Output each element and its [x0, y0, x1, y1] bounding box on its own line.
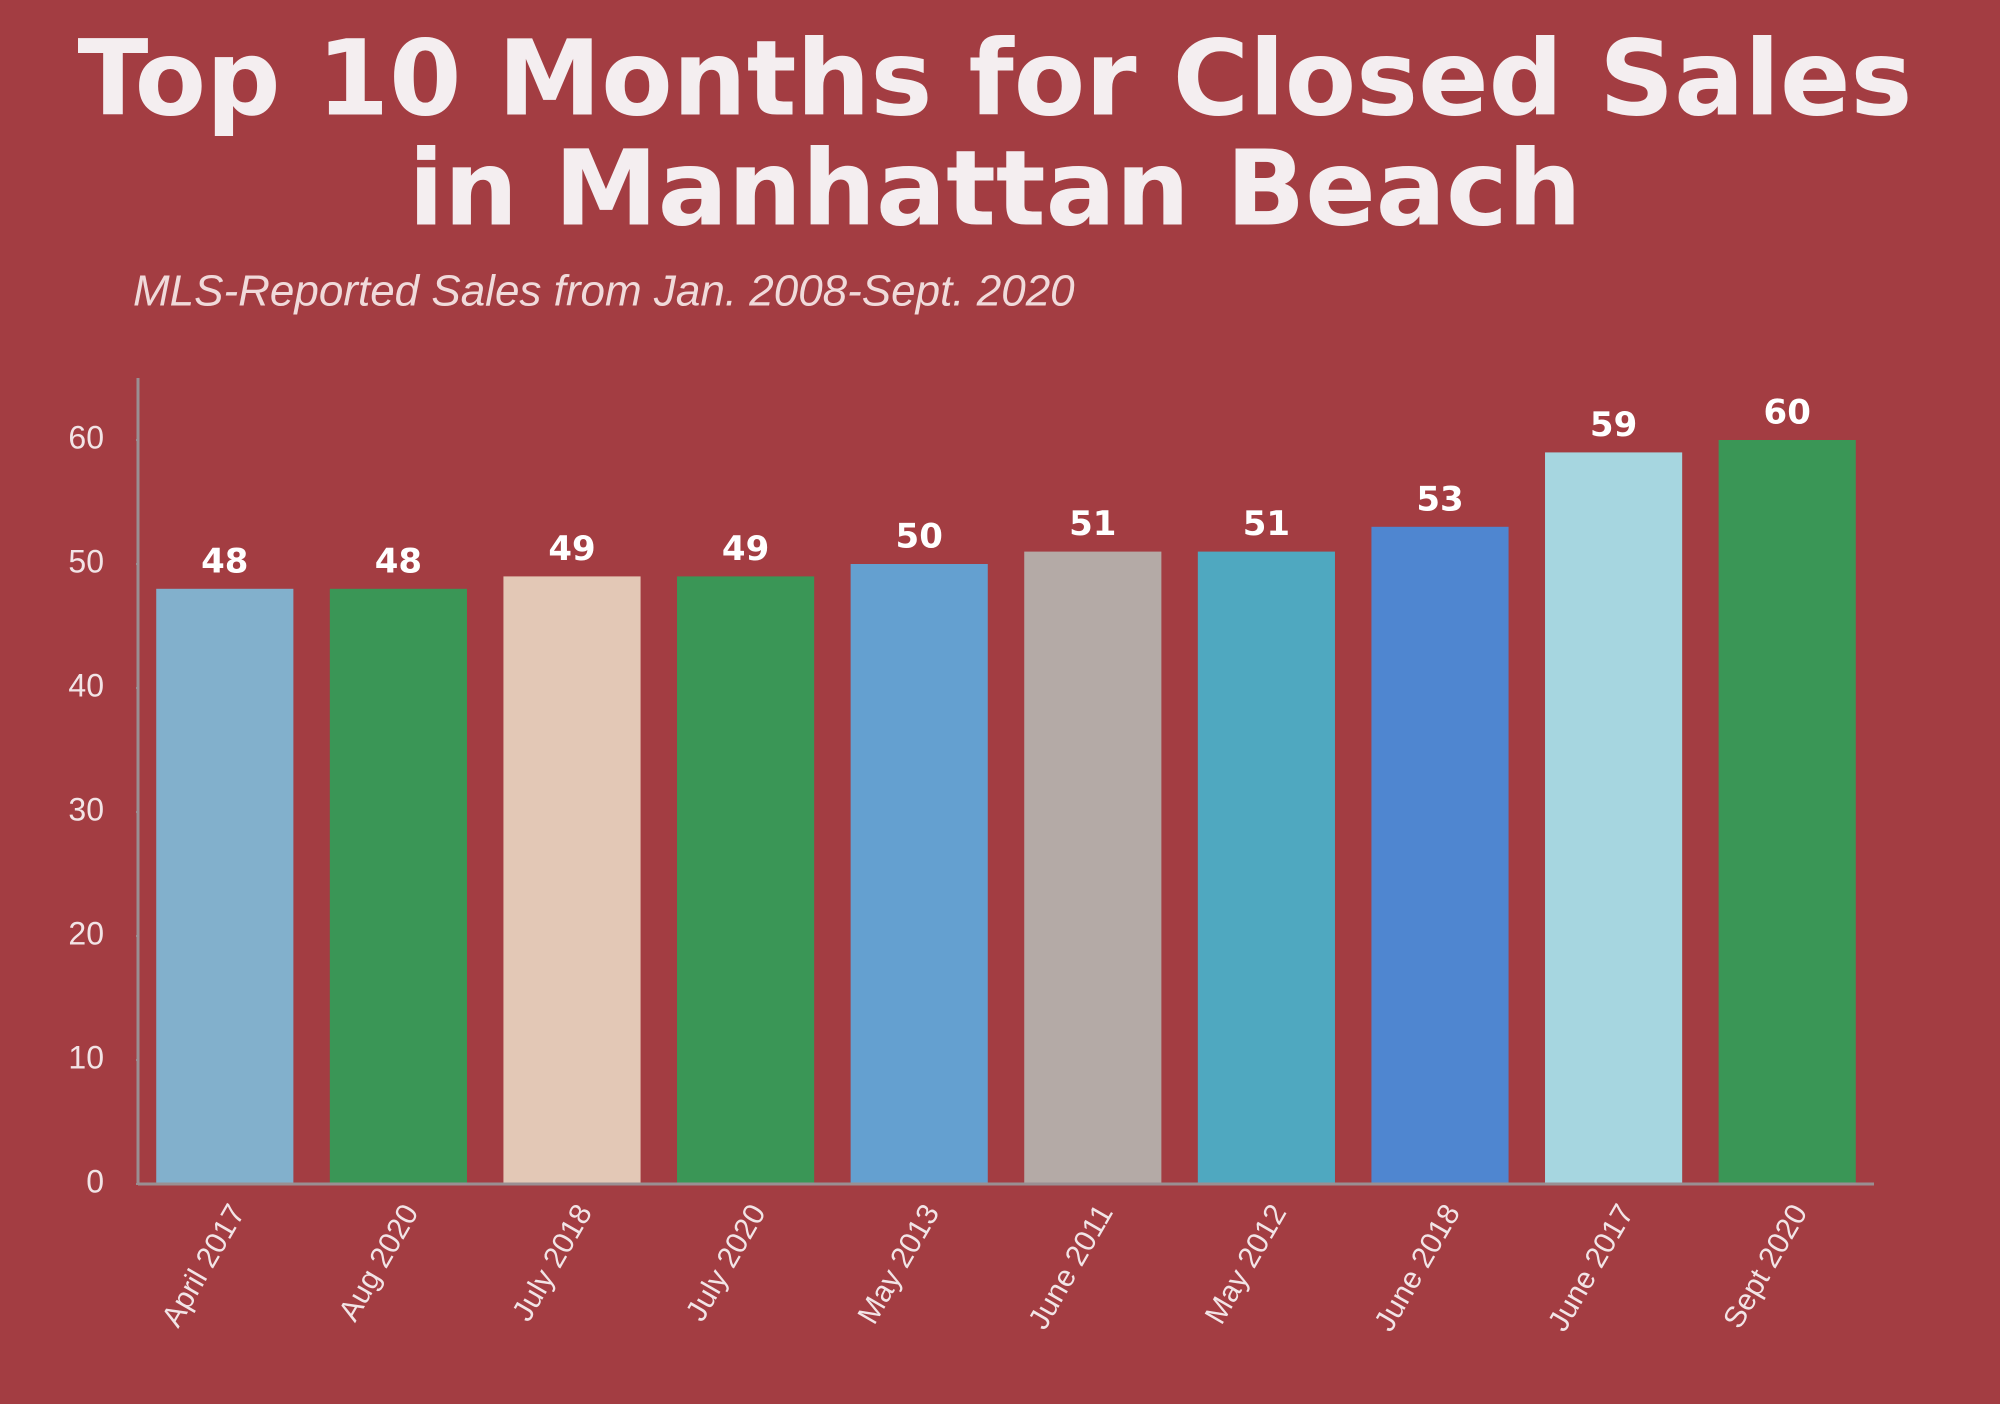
y-tick-label: 30: [68, 791, 104, 827]
value-label: 53: [1416, 479, 1463, 519]
value-label: 51: [1243, 504, 1290, 544]
chart-title: Top 10 Months for Closed Sales: [78, 17, 1913, 139]
y-tick-label: 40: [68, 667, 104, 703]
bar: [1545, 452, 1683, 1184]
value-label: 48: [201, 541, 248, 581]
value-label: 49: [548, 529, 595, 569]
bar: [850, 564, 988, 1184]
value-label: 50: [896, 517, 943, 557]
value-label: 51: [1069, 504, 1116, 544]
bar: [1371, 526, 1509, 1184]
value-label: 60: [1764, 393, 1811, 433]
y-tick-label: 50: [68, 543, 104, 579]
bar: [156, 588, 294, 1184]
bar: [677, 576, 815, 1184]
bar: [503, 576, 641, 1184]
y-tick-label: 60: [68, 419, 104, 455]
value-label: 48: [375, 541, 422, 581]
bar: [329, 588, 467, 1184]
chart-title: in Manhattan Beach: [408, 127, 1581, 249]
value-label: 49: [722, 529, 769, 569]
chart-subtitle: MLS-Reported Sales from Jan. 2008-Sept. …: [133, 267, 1075, 316]
y-tick-label: 20: [68, 915, 104, 951]
bar: [1718, 440, 1856, 1184]
bar: [1197, 551, 1335, 1184]
y-tick-label: 10: [68, 1039, 104, 1075]
bar: [1024, 551, 1162, 1184]
y-tick-label: 0: [86, 1163, 104, 1199]
value-label: 59: [1590, 405, 1637, 445]
